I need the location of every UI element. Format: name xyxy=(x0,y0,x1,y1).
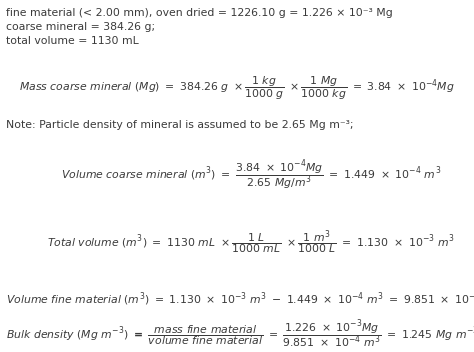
Text: total volume = 1130 mL: total volume = 1130 mL xyxy=(6,36,139,46)
Text: $\mathbf{\mathit{Bulk\ density\ (Mg\ m^{-3})}}\ \mathbf{=}\ \dfrac{\mathit{mass\: $\mathbf{\mathit{Bulk\ density\ (Mg\ m^{… xyxy=(6,318,474,350)
Text: $\mathit{Volume\ coarse\ mineral\ (m^3)}\ =\ \dfrac{3.84\ \times\ 10^{-4}Mg}{2.6: $\mathit{Volume\ coarse\ mineral\ (m^3)}… xyxy=(61,158,441,192)
Text: coarse mineral = 384.26 g;: coarse mineral = 384.26 g; xyxy=(6,22,155,32)
Text: $\mathit{Mass\ coarse\ mineral\ (Mg)}\ =\ 384.26\ g\ \times \dfrac{1\ kg}{1000\ : $\mathit{Mass\ coarse\ mineral\ (Mg)}\ =… xyxy=(19,75,455,102)
Text: $\mathit{Volume\ fine\ material\ (m^3)}\ =\ 1.130\ \times\ 10^{-3}\ m^3\ -\ 1.44: $\mathit{Volume\ fine\ material\ (m^3)}\… xyxy=(6,290,474,308)
Text: fine material (< 2.00 mm), oven dried = 1226.10 g = 1.226 × 10⁻³ Mg: fine material (< 2.00 mm), oven dried = … xyxy=(6,8,393,18)
Text: $\mathit{Total\ volume\ (m^3)}\ =\ 1130\ mL\ \times \dfrac{1\ L}{1000\ mL}\ \tim: $\mathit{Total\ volume\ (m^3)}\ =\ 1130\… xyxy=(47,228,455,256)
Text: Note: Particle density of mineral is assumed to be 2.65 Mg m⁻³;: Note: Particle density of mineral is ass… xyxy=(6,120,354,130)
